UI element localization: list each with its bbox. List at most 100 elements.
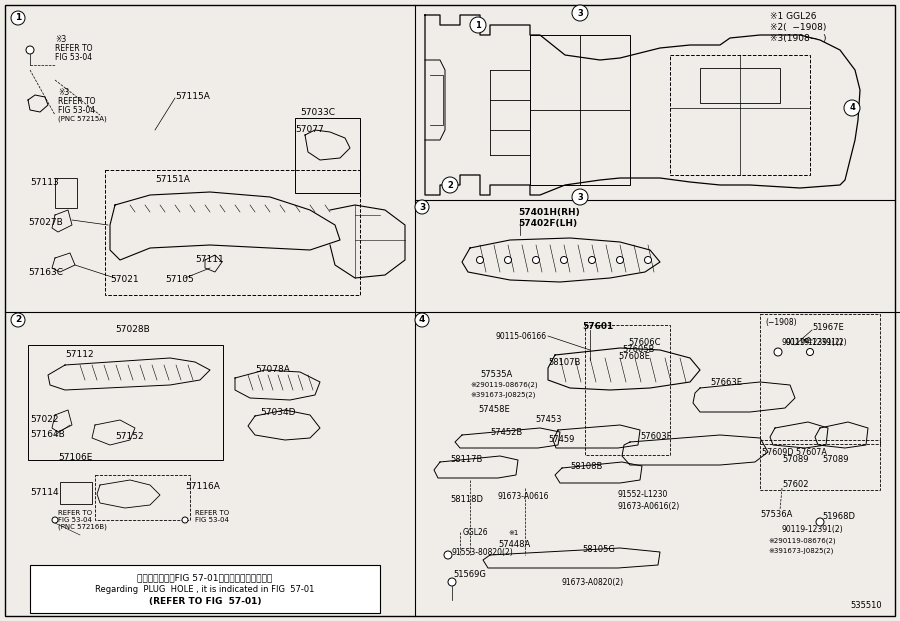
Text: 3: 3	[577, 9, 583, 17]
Text: 57111: 57111	[195, 255, 224, 264]
Text: 535510: 535510	[850, 601, 882, 610]
Text: ※1 GGL26: ※1 GGL26	[770, 12, 816, 21]
Text: FIG 53-04: FIG 53-04	[58, 106, 95, 115]
Text: 57021: 57021	[110, 275, 139, 284]
Text: 57448A: 57448A	[498, 540, 530, 549]
Text: 57027B: 57027B	[28, 218, 63, 227]
Text: ※3: ※3	[58, 88, 69, 97]
Circle shape	[415, 313, 429, 327]
Text: ※290119-08676(2): ※290119-08676(2)	[470, 382, 537, 389]
Circle shape	[533, 256, 539, 263]
Text: 57605B: 57605B	[622, 345, 654, 354]
Circle shape	[816, 518, 824, 526]
Bar	[28, 345, 223, 460]
Text: 2: 2	[15, 315, 21, 325]
Text: 57458E: 57458E	[478, 405, 509, 414]
Text: 2: 2	[447, 181, 453, 189]
Text: 90115-06166: 90115-06166	[495, 332, 546, 341]
Text: 91552-L1230: 91552-L1230	[618, 490, 669, 499]
Text: 57608E: 57608E	[618, 352, 650, 361]
Text: 57663E: 57663E	[710, 378, 742, 387]
Text: ※391673-J0825(2): ※391673-J0825(2)	[768, 548, 833, 555]
Text: 57033C: 57033C	[300, 108, 335, 117]
Circle shape	[26, 46, 34, 54]
Bar	[585, 325, 670, 455]
Text: 57151A: 57151A	[155, 175, 190, 184]
Bar	[530, 35, 630, 185]
Text: 91673-A0616: 91673-A0616	[498, 492, 550, 501]
Circle shape	[572, 189, 588, 205]
Text: 57152: 57152	[115, 432, 144, 441]
Text: 58108B: 58108B	[570, 462, 602, 471]
Text: 1: 1	[475, 20, 481, 30]
Circle shape	[11, 313, 25, 327]
Circle shape	[561, 256, 568, 263]
Text: 51569G: 51569G	[453, 570, 486, 579]
Text: 57106E: 57106E	[58, 453, 93, 462]
Text: 57112: 57112	[65, 350, 94, 359]
Bar	[760, 314, 880, 444]
Circle shape	[774, 348, 782, 356]
Text: 57105: 57105	[165, 275, 194, 284]
Text: 57089: 57089	[822, 455, 849, 464]
Text: (PNC 57215A): (PNC 57215A)	[58, 115, 107, 122]
Circle shape	[52, 517, 58, 523]
Text: 3: 3	[418, 202, 425, 212]
Text: 58105G: 58105G	[582, 545, 615, 554]
Bar	[55, 178, 77, 208]
Circle shape	[644, 256, 652, 263]
Text: 57402F(LH): 57402F(LH)	[518, 219, 577, 228]
Circle shape	[572, 5, 588, 21]
Text: ※2(  −1908): ※2( −1908)	[770, 23, 826, 32]
Text: 57602: 57602	[782, 480, 808, 489]
Circle shape	[442, 177, 458, 193]
Text: (REFER TO FIG  57-01): (REFER TO FIG 57-01)	[148, 597, 261, 606]
Text: 4: 4	[418, 315, 425, 325]
Bar	[295, 118, 360, 193]
Circle shape	[806, 348, 814, 355]
Text: ※1: ※1	[508, 530, 518, 536]
Text: 57453: 57453	[535, 415, 562, 424]
Text: GGL26: GGL26	[463, 528, 489, 537]
Text: 57114: 57114	[30, 488, 58, 497]
Bar	[760, 440, 880, 490]
Text: 57113: 57113	[30, 178, 58, 187]
Circle shape	[415, 200, 429, 214]
Circle shape	[844, 100, 860, 116]
Circle shape	[505, 256, 511, 263]
Text: 51968D: 51968D	[822, 512, 855, 521]
Circle shape	[589, 256, 596, 263]
Text: Regarding  PLUG  HOLE , it is indicated in FIG  57-01: Regarding PLUG HOLE , it is indicated in…	[95, 585, 315, 594]
Text: 58117B: 58117B	[450, 455, 482, 464]
Text: 57115A: 57115A	[175, 92, 210, 101]
Text: 57034D: 57034D	[260, 408, 295, 417]
Bar	[670, 55, 810, 175]
Text: 90119-12391(2): 90119-12391(2)	[785, 338, 847, 347]
Text: FIG 53-04: FIG 53-04	[55, 53, 92, 62]
Text: プラグホールはFIG 57-01に搭載してあります。: プラグホールはFIG 57-01に搭載してあります。	[138, 573, 273, 582]
Text: 1: 1	[15, 14, 21, 22]
Text: ※290119-08676(2): ※290119-08676(2)	[768, 538, 835, 545]
Text: 57535A: 57535A	[480, 370, 512, 379]
Text: 4: 4	[849, 104, 855, 112]
Text: 91673-A0820(2): 91673-A0820(2)	[562, 578, 624, 587]
Bar	[60, 482, 92, 504]
Text: 57164B: 57164B	[30, 430, 65, 439]
Text: 57022: 57022	[30, 415, 58, 424]
Text: 58107B: 58107B	[548, 358, 580, 367]
Circle shape	[182, 517, 188, 523]
Circle shape	[616, 256, 624, 263]
Text: REFER TO: REFER TO	[55, 44, 93, 53]
Text: 3: 3	[577, 193, 583, 201]
Text: 51967E: 51967E	[812, 323, 844, 332]
Text: 57536A: 57536A	[760, 510, 792, 519]
Bar	[30, 565, 380, 613]
Text: 91673-A0616(2): 91673-A0616(2)	[618, 502, 680, 511]
Text: (−1908): (−1908)	[765, 318, 796, 327]
Text: 57452B: 57452B	[490, 428, 522, 437]
Text: 57606C: 57606C	[628, 338, 661, 347]
Text: 57116A: 57116A	[185, 482, 220, 491]
Text: 57609D 57607A: 57609D 57607A	[762, 448, 827, 457]
Text: 90119-12391(2): 90119-12391(2)	[782, 525, 843, 534]
Bar	[700, 68, 780, 103]
